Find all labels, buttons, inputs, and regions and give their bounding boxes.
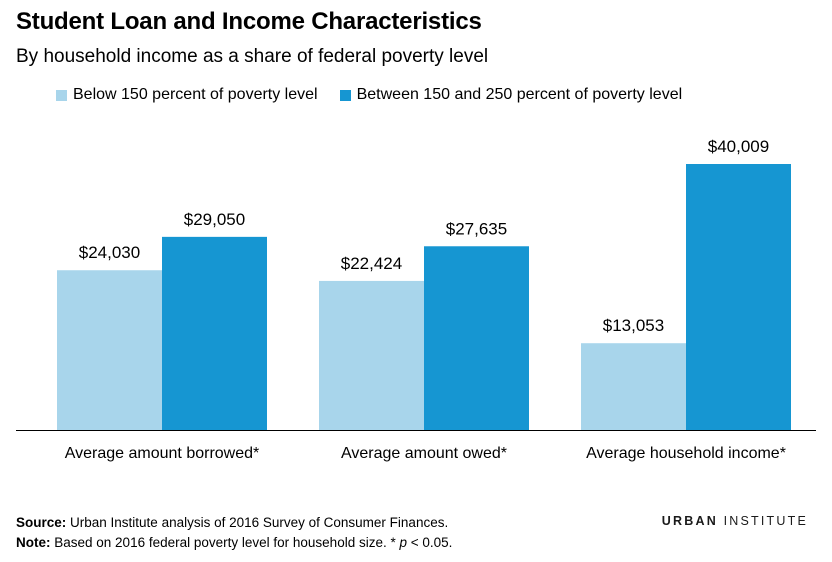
category-label-1: Average amount owed* (341, 445, 507, 462)
legend-swatch-150-250 (339, 89, 351, 101)
brand-part-1: URBAN (661, 514, 718, 528)
note-text-2: < 0.05. (407, 535, 453, 550)
source-text: Urban Institute analysis of 2016 Survey … (66, 515, 449, 530)
chart-subtitle: By household income as a share of federa… (16, 46, 489, 67)
bar-150-250-0 (162, 236, 267, 430)
legend-swatch-below-150 (56, 89, 67, 101)
footer: Source: Urban Institute analysis of 2016… (16, 513, 452, 553)
legend-label-150-250: Between 150 and 250 percent of poverty l… (356, 86, 683, 103)
note-text-1: Based on 2016 federal poverty level for … (50, 535, 400, 550)
data-label-150-250-1: $27,635 (446, 219, 507, 238)
urban-institute-logo: URBAN INSTITUTE (662, 514, 808, 528)
data-label-below-150-0: $24,030 (79, 243, 140, 262)
category-label-2: Average household income* (586, 445, 786, 462)
bar-below-150-1 (319, 280, 424, 430)
bar-150-250-2 (686, 164, 791, 430)
chart-title: Student Loan and Income Characteristics (16, 8, 482, 35)
note-label: Note: (16, 535, 51, 550)
data-label-150-250-2: $40,009 (708, 137, 769, 156)
legend-label-below-150: Below 150 percent of poverty level (73, 86, 318, 103)
bar-below-150-0 (57, 270, 162, 430)
source-line: Source: Urban Institute analysis of 2016… (16, 513, 452, 533)
source-label: Source: (16, 515, 67, 530)
note-line: Note: Based on 2016 federal poverty leve… (16, 533, 452, 553)
note-p: p (399, 535, 407, 550)
bar-below-150-2 (581, 343, 686, 430)
data-label-below-150-2: $13,053 (603, 316, 664, 335)
legend-item-150-250: Between 150 and 250 percent of poverty l… (339, 86, 683, 104)
bar-150-250-1 (424, 246, 529, 430)
legend-item-below-150: Below 150 percent of poverty level (56, 86, 318, 104)
legend: Below 150 percent of poverty level Betwe… (56, 86, 704, 104)
brand-part-2: INSTITUTE (717, 514, 808, 528)
data-label-150-250-0: $29,050 (184, 210, 245, 229)
category-label-0: Average amount borrowed* (65, 445, 260, 462)
data-label-below-150-1: $22,424 (341, 254, 402, 273)
